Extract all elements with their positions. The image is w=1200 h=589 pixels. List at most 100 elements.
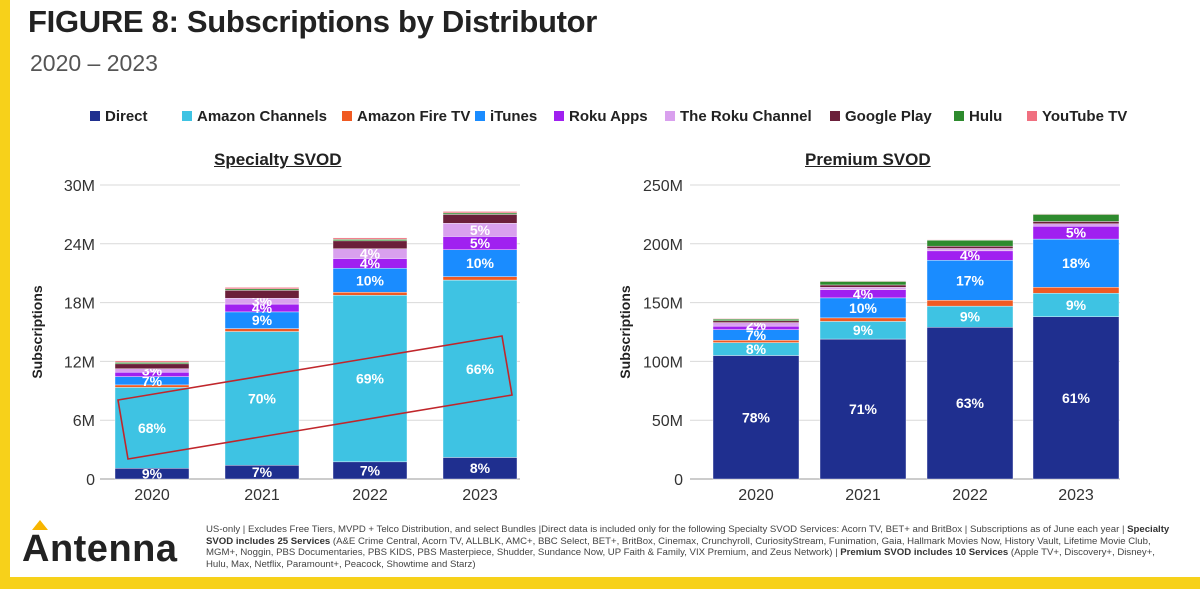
premium-x-tick-label: 2022 [952, 487, 988, 504]
legend-swatch [954, 111, 964, 121]
premium-y-tick-label: 50M [652, 413, 683, 430]
premium-segment-label: 7% [746, 327, 767, 343]
premium-segment-label: 61% [1062, 390, 1091, 406]
premium-bar-segment [819, 284, 907, 288]
legend-item: Amazon Channels [182, 108, 327, 125]
legend-swatch [90, 111, 100, 121]
premium-segment-label: 17% [956, 272, 985, 288]
premium-bar-segment [926, 300, 1014, 307]
specialty-segment-label: 68% [138, 420, 167, 436]
specialty-bar-segment [332, 268, 408, 293]
specialty-segment-label: 69% [356, 371, 385, 387]
specialty-y-axis-title: Subscriptions [29, 285, 45, 379]
premium-bar-segment [712, 320, 800, 323]
premium-x-tick-label: 2021 [845, 487, 881, 504]
specialty-bar-segment [332, 237, 408, 240]
legend-item: The Roku Channel [665, 108, 812, 125]
premium-bar-segment [926, 327, 1014, 480]
specialty-x-tick-label: 2022 [352, 487, 388, 504]
premium-bar-segment [1032, 223, 1120, 227]
legend-label: iTunes [490, 108, 538, 125]
legend-item: Google Play [830, 108, 932, 125]
specialty-segment-label: 9% [252, 312, 273, 328]
footnote-text-1: US-only | Excludes Free Tiers, MVPD + Te… [206, 524, 1128, 535]
legend-item: Amazon Fire TV [342, 108, 470, 125]
specialty-bar-segment [114, 363, 190, 369]
specialty-y-tick-label: 18M [64, 296, 95, 313]
premium-y-tick-label: 0 [674, 472, 683, 489]
premium-bar-segment [1032, 287, 1120, 294]
premium-segment-label: 78% [742, 409, 771, 425]
footnote-bold-2: Premium SVOD includes 10 Services [840, 547, 1009, 559]
specialty-bar-segment [114, 362, 190, 365]
specialty-segment-label: 10% [466, 255, 495, 271]
specialty-bar-segment [332, 240, 408, 249]
premium-bar-segment [819, 338, 907, 480]
legend-swatch [182, 111, 192, 121]
legend-label: Amazon Channels [197, 108, 328, 125]
premium-bar-segment [1032, 238, 1120, 288]
specialty-y-tick-label: 0 [86, 472, 95, 489]
footnote-bold-1: Specialty SVOD includes 25 Services [206, 524, 1170, 547]
specialty-bar-segment [224, 290, 300, 299]
premium-bar-segment [926, 239, 1014, 241]
premium-y-tick-label: 150M [643, 296, 683, 313]
legend-swatch [665, 111, 675, 121]
specialty-x-tick-label: 2023 [462, 487, 498, 504]
premium-bar-segment [712, 355, 800, 480]
premium-bar-segment [1032, 316, 1120, 480]
premium-y-axis-title: Subscriptions [617, 285, 633, 379]
premium-segment-label: 5% [1066, 225, 1087, 241]
antenna-logo: Antenna [22, 520, 192, 570]
premium-bar-segment [712, 318, 800, 320]
specialty-bar-segment [442, 276, 518, 281]
legend-label: Google Play [845, 108, 932, 125]
specialty-bar-segment [224, 288, 300, 291]
specialty-bar-segment [224, 287, 300, 290]
premium-bar-segment [1032, 213, 1120, 215]
premium-bar-segment [819, 317, 907, 322]
legend-label: Direct [105, 108, 148, 125]
specialty-bar-segment [224, 328, 300, 332]
specialty-x-tick-label: 2021 [244, 487, 280, 504]
legend-item: Hulu [954, 108, 1002, 125]
premium-segment-label: 8% [746, 341, 767, 357]
specialty-segment-label: 9% [142, 466, 163, 482]
specialty-bar-segment [442, 279, 518, 458]
specialty-bar-segment [114, 360, 190, 363]
premium-segment-label: 71% [849, 401, 878, 417]
premium-bar-segment [819, 280, 907, 282]
premium-segment-label: 4% [960, 248, 981, 264]
premium-bar-segment [926, 248, 1014, 252]
specialty-bar-segment [332, 239, 408, 242]
frame-left-bar [0, 0, 10, 589]
specialty-bar-segment [442, 214, 518, 224]
legend-label: Roku Apps [569, 108, 648, 125]
amazon-channels-highlight-box [117, 335, 513, 460]
specialty-bar-segment [224, 331, 300, 466]
premium-bar-segment [1032, 214, 1120, 222]
legend-swatch [475, 111, 485, 121]
footnote-text-2: (A&E Crime Central, Acorn TV, ALLBLK, AM… [206, 535, 1151, 559]
specialty-bar-segment [442, 211, 518, 214]
specialty-bar-segment [442, 212, 518, 215]
legend-item: iTunes [475, 108, 537, 125]
footnote: US-only | Excludes Free Tiers, MVPD + Te… [206, 524, 1176, 570]
premium-y-tick-label: 250M [643, 178, 683, 195]
specialty-segment-label: 7% [360, 462, 381, 478]
premium-bar-segment [1032, 221, 1120, 225]
legend-swatch [830, 111, 840, 121]
legend-label: Hulu [969, 108, 1003, 125]
premium-y-tick-label: 100M [643, 354, 683, 371]
specialty-segment-label: 5% [470, 222, 491, 238]
legend-swatch [1027, 111, 1037, 121]
premium-bar-segment [926, 245, 1014, 249]
premium-y-tick-label: 200M [643, 237, 683, 254]
specialty-segment-label: 70% [248, 390, 277, 406]
specialty-y-tick-label: 6M [73, 413, 95, 430]
specialty-y-tick-label: 24M [64, 237, 95, 254]
legend-swatch [342, 111, 352, 121]
specialty-segment-label: 66% [466, 361, 495, 377]
specialty-segment-label: 10% [356, 272, 385, 288]
